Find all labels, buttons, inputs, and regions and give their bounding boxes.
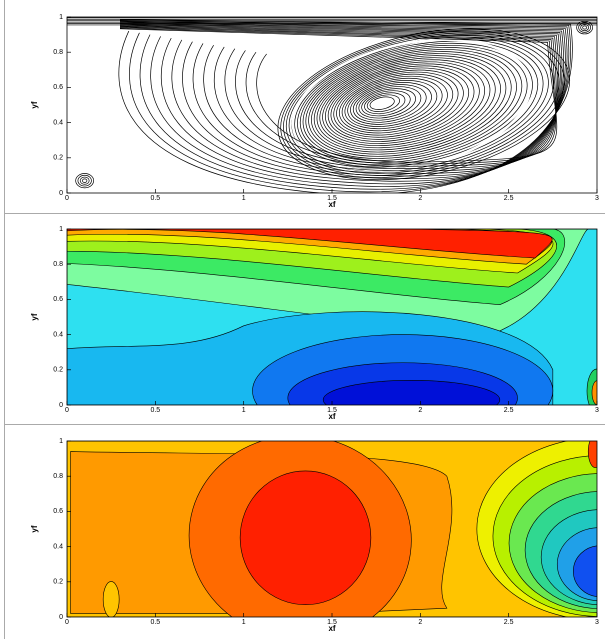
y-tick-label: 0.4: [53, 331, 63, 338]
corner-vortex: [580, 24, 589, 32]
streamline: [347, 80, 438, 127]
corner-vortex: [582, 25, 587, 30]
x-tick-label: 1.5: [327, 619, 337, 626]
y-tick-label: 0: [59, 190, 63, 197]
y-tick-label: 0.8: [53, 473, 63, 480]
streamline: [285, 34, 555, 174]
streamline: [322, 61, 486, 147]
x-tick-label: 3: [595, 619, 599, 626]
y-tick-label: 0.8: [53, 261, 63, 268]
corner-vortex: [576, 20, 593, 35]
x-axis-label: xf: [328, 624, 335, 633]
streamline: [336, 71, 459, 136]
streamline: [355, 86, 422, 121]
contour-fill: [239, 470, 372, 605]
y-tick-label: 0.8: [53, 49, 63, 56]
streamline: [358, 88, 416, 119]
x-tick-label: 0.5: [150, 619, 160, 626]
streamline: [299, 44, 528, 164]
contour-fill: [102, 581, 120, 617]
x-tick-label: 2.5: [504, 195, 514, 202]
contour-fill: [587, 441, 597, 468]
streamline: [294, 40, 539, 168]
y-tick-label: 0.2: [53, 367, 63, 374]
x-tick-label: 2: [418, 407, 422, 414]
streamline: [338, 73, 454, 134]
corner-vortex: [75, 173, 95, 189]
x-tick-label: 0.5: [150, 407, 160, 414]
corner-vortex: [79, 176, 90, 185]
y-tick-label: 0.4: [53, 543, 63, 550]
streamline: [283, 32, 560, 176]
streamline: [119, 28, 558, 163]
x-tick-label: 2: [418, 619, 422, 626]
x-tick-label: 1: [242, 195, 246, 202]
streamline: [333, 69, 464, 138]
x-tick-label: 0.5: [150, 195, 160, 202]
x-tick-label: 1: [242, 619, 246, 626]
y-tick-label: 1: [59, 14, 63, 21]
streamline: [311, 53, 507, 155]
streamline-gap: [291, 38, 532, 172]
streamline: [352, 84, 427, 123]
plot-area: [67, 441, 597, 617]
streamline: [341, 75, 448, 132]
streamline: [316, 57, 496, 151]
x-tick-label: 3: [595, 407, 599, 414]
streamline: [297, 42, 533, 166]
y-tick-label: 0.6: [53, 296, 63, 303]
x-axis-label: xf: [328, 412, 335, 421]
contour-fill: [67, 229, 553, 259]
x-tick-label: 1.5: [327, 195, 337, 202]
y-tick-label: 1: [59, 226, 63, 233]
contour-fill: [573, 545, 597, 597]
streamline: [313, 55, 501, 153]
y-tick-label: 0.2: [53, 579, 63, 586]
plot-area: [67, 229, 597, 405]
streamline: [330, 67, 470, 140]
streamline: [364, 92, 406, 115]
streamline: [319, 59, 491, 149]
contour-fill: [322, 380, 501, 405]
y-tick-label: 1: [59, 438, 63, 445]
x-tick-label: 3: [595, 195, 599, 202]
streamline: [325, 63, 480, 144]
y-axis-label: yf: [30, 101, 39, 108]
x-tick-label: 1.5: [327, 407, 337, 414]
contour-fill: [591, 380, 597, 405]
x-tick-label: 2: [418, 195, 422, 202]
x-tick-label: 0: [65, 195, 69, 202]
corner-vortex: [578, 22, 591, 33]
streamline: [302, 47, 523, 161]
x-tick-label: 2.5: [504, 407, 514, 414]
corner-vortex: [82, 178, 88, 183]
y-axis-label: yf: [30, 525, 39, 532]
x-tick-label: 2.5: [504, 619, 514, 626]
x-tick-label: 1: [242, 407, 246, 414]
y-tick-label: 0.6: [53, 84, 63, 91]
plot-area: [67, 17, 597, 193]
y-axis-label: yf: [30, 313, 39, 320]
streamline: [305, 49, 517, 159]
corner-vortex: [77, 174, 92, 187]
streamline: [344, 77, 443, 130]
streamline: [327, 65, 475, 142]
y-tick-label: 0: [59, 614, 63, 621]
y-tick-label: 0: [59, 402, 63, 409]
streamline: [308, 51, 512, 157]
streamline: [350, 82, 432, 125]
streamline: [361, 90, 411, 117]
y-tick-label: 0.2: [53, 155, 63, 162]
streamline: [366, 94, 400, 112]
x-tick-label: 0: [65, 619, 69, 626]
y-tick-label: 0.6: [53, 508, 63, 515]
x-tick-label: 0: [65, 407, 69, 414]
y-tick-label: 0.4: [53, 119, 63, 126]
x-axis-label: xf: [328, 200, 335, 209]
streamline: [369, 96, 395, 110]
